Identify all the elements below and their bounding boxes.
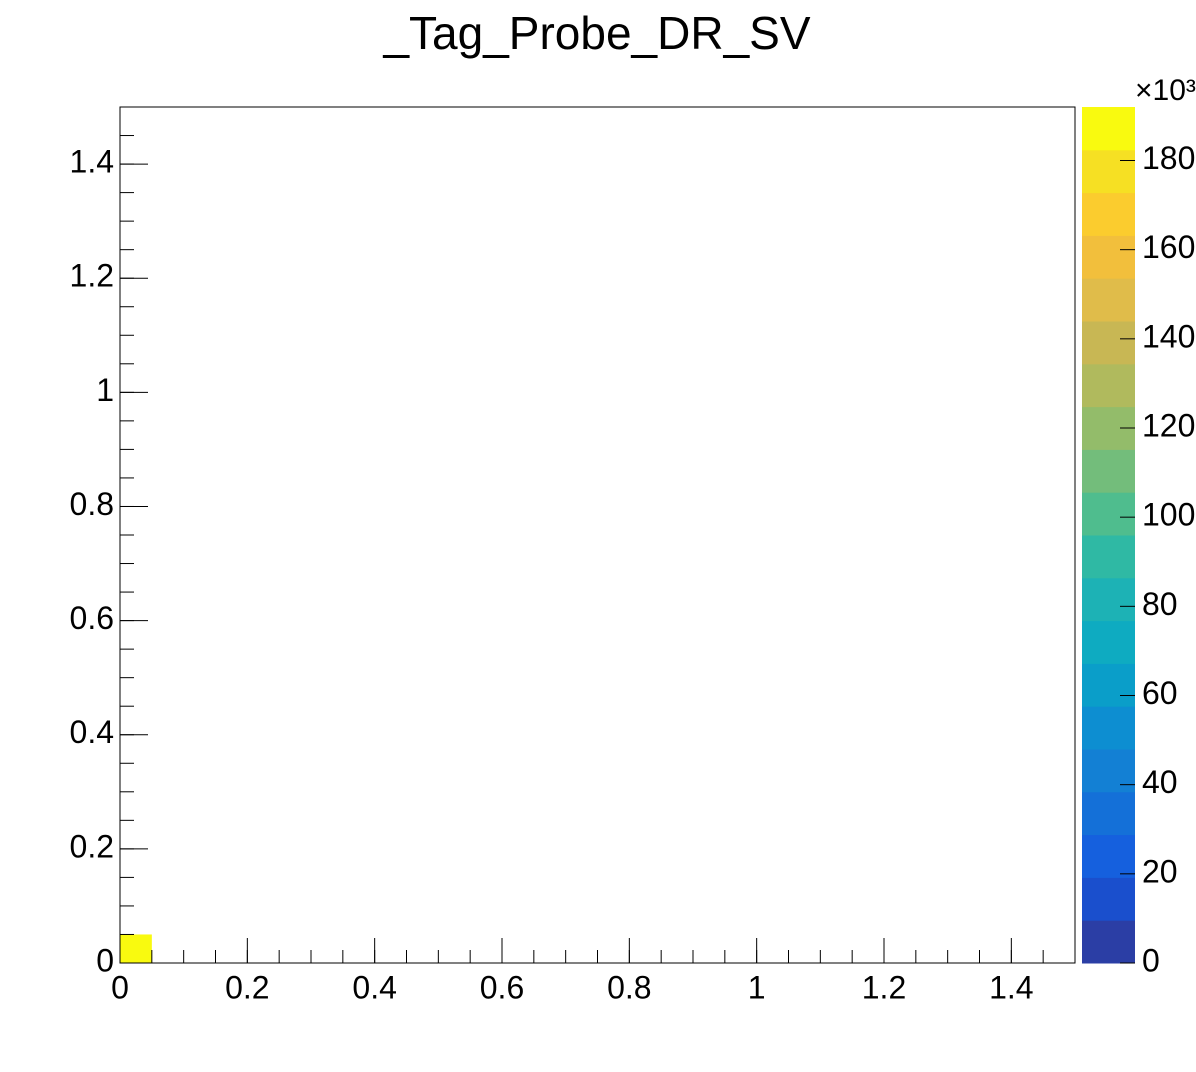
palette-band	[1082, 492, 1135, 536]
palette-band	[1082, 363, 1135, 408]
x-tick-label: 0.2	[225, 969, 269, 1005]
x-tick-label: 1.4	[989, 969, 1033, 1005]
y-tick-label: 0.8	[70, 486, 114, 522]
palette-band	[1082, 663, 1135, 707]
z-tick-label: 40	[1142, 764, 1178, 800]
x-tick-label: 0.4	[352, 969, 396, 1005]
palette-band	[1082, 620, 1135, 664]
palette-band	[1082, 235, 1135, 279]
palette-band	[1082, 577, 1135, 622]
palette-band	[1082, 149, 1135, 194]
y-tick-label: 1.2	[70, 258, 114, 294]
y-tick-label: 1	[96, 372, 114, 408]
z-multiplier: ×10³	[1135, 74, 1196, 107]
y-tick-label: 0.2	[70, 828, 114, 864]
x-tick-label: 0	[111, 969, 129, 1005]
palette-band	[1082, 535, 1135, 579]
z-tick-label: 20	[1142, 853, 1178, 889]
z-tick-label: 180	[1142, 140, 1195, 176]
palette-band	[1082, 107, 1135, 151]
y-tick-label: 1.4	[70, 144, 114, 180]
y-tick-label: 0.6	[70, 600, 114, 636]
z-tick-label: 120	[1142, 407, 1195, 443]
palette-band	[1082, 749, 1135, 793]
z-tick-label: 80	[1142, 586, 1178, 622]
x-tick-label: 1.2	[862, 969, 906, 1005]
cell	[120, 934, 152, 963]
chart-title: _Tag_Probe_DR_SV	[382, 7, 810, 59]
palette-band	[1082, 278, 1135, 322]
y-tick-label: 0.4	[70, 714, 114, 750]
palette-band	[1082, 321, 1135, 365]
x-tick-label: 0.8	[607, 969, 651, 1005]
y-tick-label: 0	[96, 942, 114, 978]
palette-band	[1082, 834, 1135, 878]
z-tick-label: 60	[1142, 675, 1178, 711]
palette-band	[1082, 877, 1135, 921]
palette-band	[1082, 920, 1135, 964]
z-tick-label: 0	[1142, 942, 1160, 978]
palette-band	[1082, 449, 1135, 493]
x-tick-label: 1	[748, 969, 766, 1005]
palette-band	[1082, 791, 1135, 836]
z-tick-label: 160	[1142, 229, 1195, 265]
palette-band	[1082, 192, 1135, 236]
x-tick-label: 0.6	[480, 969, 524, 1005]
z-tick-label: 140	[1142, 318, 1195, 354]
palette-band	[1082, 706, 1135, 750]
z-tick-label: 100	[1142, 497, 1195, 533]
